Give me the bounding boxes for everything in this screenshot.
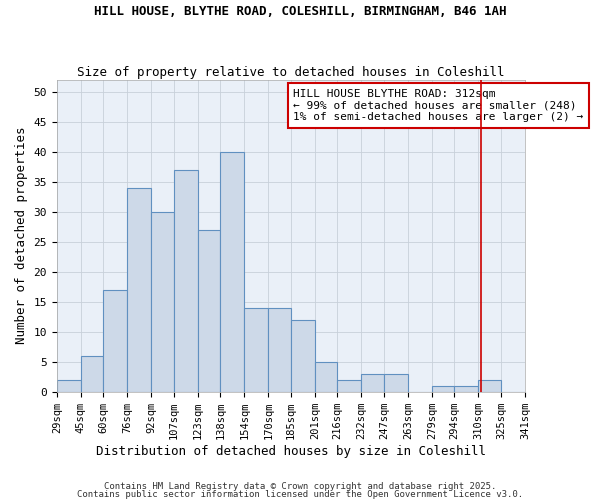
- Text: Contains public sector information licensed under the Open Government Licence v3: Contains public sector information licen…: [77, 490, 523, 499]
- Bar: [337, 380, 361, 392]
- Bar: [127, 188, 151, 392]
- Bar: [478, 380, 501, 392]
- Text: HILL HOUSE, BLYTHE ROAD, COLESHILL, BIRMINGHAM, B46 1AH: HILL HOUSE, BLYTHE ROAD, COLESHILL, BIRM…: [94, 5, 506, 18]
- Bar: [315, 362, 337, 392]
- Bar: [384, 374, 408, 392]
- Bar: [291, 320, 315, 392]
- Text: Contains HM Land Registry data © Crown copyright and database right 2025.: Contains HM Land Registry data © Crown c…: [104, 482, 496, 491]
- Title: Size of property relative to detached houses in Coleshill: Size of property relative to detached ho…: [77, 66, 505, 78]
- Bar: [432, 386, 454, 392]
- Bar: [244, 308, 268, 392]
- Bar: [268, 308, 291, 392]
- Text: HILL HOUSE BLYTHE ROAD: 312sqm
← 99% of detached houses are smaller (248)
1% of : HILL HOUSE BLYTHE ROAD: 312sqm ← 99% of …: [293, 89, 583, 122]
- Y-axis label: Number of detached properties: Number of detached properties: [15, 127, 28, 344]
- Bar: [361, 374, 384, 392]
- Bar: [57, 380, 81, 392]
- Bar: [103, 290, 127, 392]
- Bar: [198, 230, 220, 392]
- Bar: [174, 170, 198, 392]
- X-axis label: Distribution of detached houses by size in Coleshill: Distribution of detached houses by size …: [96, 444, 486, 458]
- Bar: [454, 386, 478, 392]
- Bar: [220, 152, 244, 392]
- Bar: [81, 356, 103, 392]
- Bar: [151, 212, 174, 392]
